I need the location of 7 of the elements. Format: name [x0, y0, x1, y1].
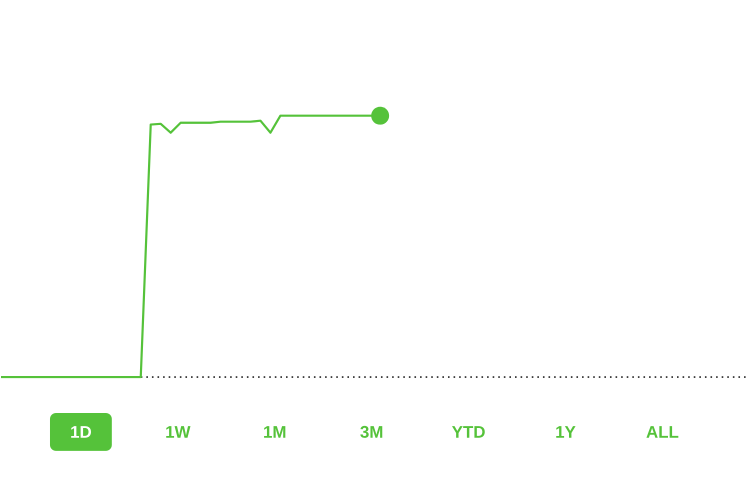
text: ALL — [646, 426, 678, 438]
text: 1W — [166, 426, 190, 438]
text: 1D — [71, 426, 91, 438]
text: 1M — [264, 426, 286, 438]
text: 3M — [360, 426, 382, 438]
text: 1Y — [556, 426, 576, 438]
text: YTD — [452, 426, 485, 438]
